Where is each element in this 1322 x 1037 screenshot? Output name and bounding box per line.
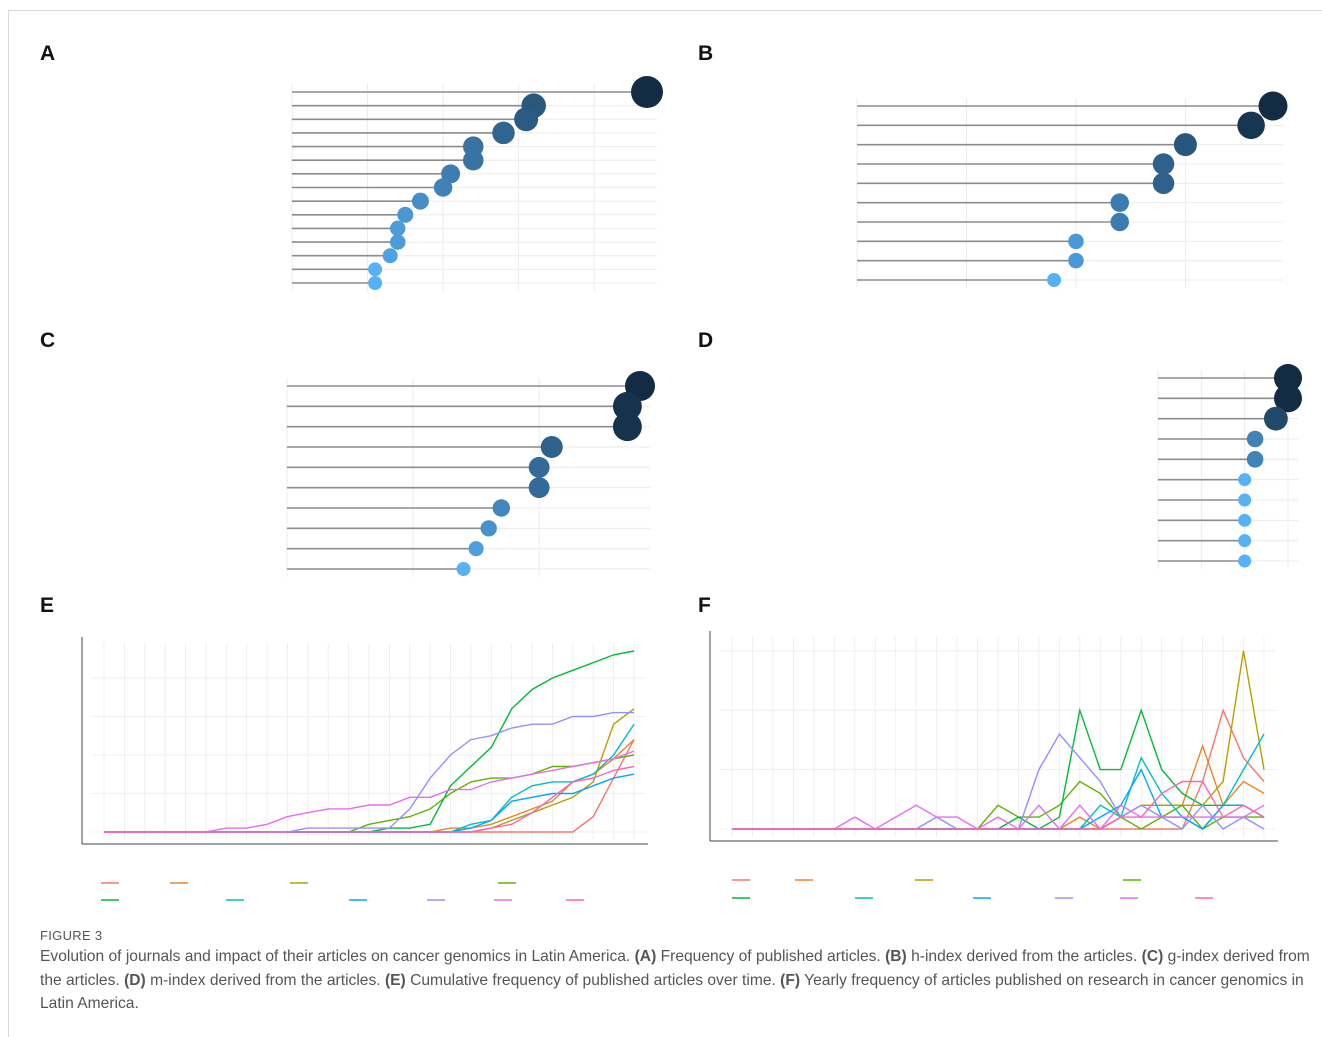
caption-panel-ref: (F) (780, 971, 801, 989)
chart-panel-f (709, 631, 1278, 899)
lollipop-dot (1238, 534, 1252, 548)
lollipop-dot (433, 178, 453, 197)
lollipop-dot (1237, 111, 1265, 140)
lollipop-dot (514, 107, 539, 132)
lollipop-dot (389, 220, 406, 237)
lollipop-dot (1152, 153, 1175, 175)
lollipop-dot (382, 248, 398, 264)
chart-panel-d (1157, 364, 1302, 569)
lollipop-dot (1238, 554, 1252, 568)
lollipop-dot (397, 206, 414, 223)
lollipop-dot (456, 562, 471, 576)
panel-letter-f: F (698, 594, 711, 617)
caption-sentence: Frequency of published articles. (656, 948, 886, 965)
lollipop-dot (1173, 133, 1197, 157)
lollipop-dot (468, 541, 484, 557)
lollipop-dot (389, 234, 406, 250)
caption-sentence: Yearly frequency of articles published o… (40, 971, 1304, 1013)
lollipop-dot (612, 391, 642, 421)
lollipop-dot (463, 149, 484, 171)
caption-panel-ref: (D) (124, 971, 146, 989)
lollipop-dot (1263, 406, 1288, 431)
lollipop-dot (1274, 384, 1302, 413)
lollipop-dot (631, 76, 663, 108)
lollipop-dot (1238, 493, 1252, 507)
lollipop-dot (480, 520, 497, 537)
caption-sentence: Cumulative frequency of published articl… (405, 971, 781, 989)
panel-letter-a: A (40, 42, 56, 65)
lollipop-dot (368, 276, 383, 290)
lollipop-dot (1274, 364, 1302, 392)
lollipop-dot (1246, 430, 1264, 448)
lollipop-dot (528, 456, 550, 478)
caption-sentence: g-index derived from the articles. (40, 948, 1310, 989)
caption-panel-ref: (E) (384, 971, 406, 989)
panel-letter-b: B (698, 42, 714, 65)
lollipop-dot (1152, 172, 1175, 195)
panel-letter-e: E (40, 594, 55, 617)
caption-panel-ref: (C) (1141, 948, 1164, 965)
lollipop-dot (1068, 233, 1084, 250)
chart-panel-c (286, 371, 655, 577)
lollipop-dot (1238, 473, 1252, 487)
chart-panel-a (291, 76, 663, 291)
chart-panel-b (856, 91, 1288, 288)
figure-frame-top (8, 10, 1322, 11)
panel-letter-c: C (40, 329, 56, 352)
figure-caption: FIGURE 3 Evolution of journals and impac… (40, 928, 1310, 1016)
lollipop-dot (411, 192, 429, 210)
figure-frame-left (8, 10, 9, 1037)
lollipop-dot (492, 499, 511, 517)
lollipop-dot (492, 121, 515, 145)
panel-letter-d: D (698, 329, 714, 352)
caption-sentence: h-index derived from the articles. (906, 948, 1142, 965)
lollipop-dot (1068, 252, 1084, 269)
lollipop-dot (1238, 513, 1252, 527)
caption-sentence: m-index derived from the articles. (145, 971, 385, 989)
caption-panel-ref: (A) (634, 948, 657, 965)
caption-panel-ref: (B) (885, 948, 907, 965)
figure-label: FIGURE 3 (40, 928, 103, 943)
caption-text: Evolution of journals and impact of thei… (40, 945, 1310, 1016)
lollipop-dot (1110, 193, 1129, 212)
lollipop-dot (540, 436, 563, 458)
lollipop-dot (368, 262, 383, 277)
series-line-scientific-reports (104, 765, 635, 833)
lollipop-dot (1047, 273, 1062, 287)
lollipop-dot (441, 164, 461, 184)
lollipop-dot (1258, 91, 1288, 121)
chart-panel-e (81, 637, 648, 901)
caption-sentence: Evolution of journals and impact of thei… (40, 948, 635, 965)
series-line-scientific-reports (732, 780, 1265, 830)
lollipop-dot (528, 477, 550, 499)
lollipop-dot (612, 412, 642, 442)
lollipop-dot (1246, 451, 1264, 468)
lollipop-dot (1110, 212, 1129, 232)
